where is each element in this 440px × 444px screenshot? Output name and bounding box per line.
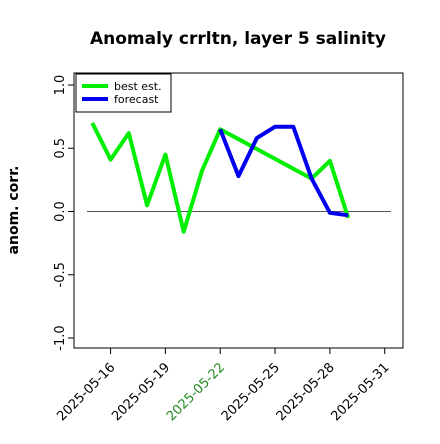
y-tick-label: 0.5 bbox=[53, 138, 68, 159]
y-tick-label: 1.0 bbox=[53, 75, 68, 96]
y-tick-label: -1.0 bbox=[53, 325, 68, 350]
y-tick-label: -0.5 bbox=[53, 262, 68, 287]
plot-frame bbox=[73, 72, 404, 349]
legend-box bbox=[75, 73, 172, 113]
series-line-best-est bbox=[90, 122, 351, 234]
chart-title: Anomaly crrltn, layer 5 salinity bbox=[90, 29, 386, 49]
legend-label: forecast bbox=[114, 93, 159, 106]
x-tick-label: 2025-05-16 bbox=[54, 360, 118, 424]
x-tick-label: 2025-05-25 bbox=[219, 360, 283, 424]
legend-label: best est. bbox=[114, 80, 162, 93]
x-tick-label: 2025-05-22 bbox=[164, 360, 228, 424]
x-tick-label: 2025-05-31 bbox=[329, 360, 393, 424]
y-tick-label: 0.0 bbox=[53, 201, 68, 222]
x-tick-label: 2025-05-28 bbox=[274, 360, 338, 424]
x-tick-label: 2025-05-19 bbox=[109, 360, 173, 424]
series-line-forecast bbox=[218, 124, 349, 218]
y-axis-label: anom. corr. bbox=[6, 166, 22, 255]
plot-area: -1.0-0.50.00.51.02025-05-162025-05-19202… bbox=[53, 72, 404, 424]
